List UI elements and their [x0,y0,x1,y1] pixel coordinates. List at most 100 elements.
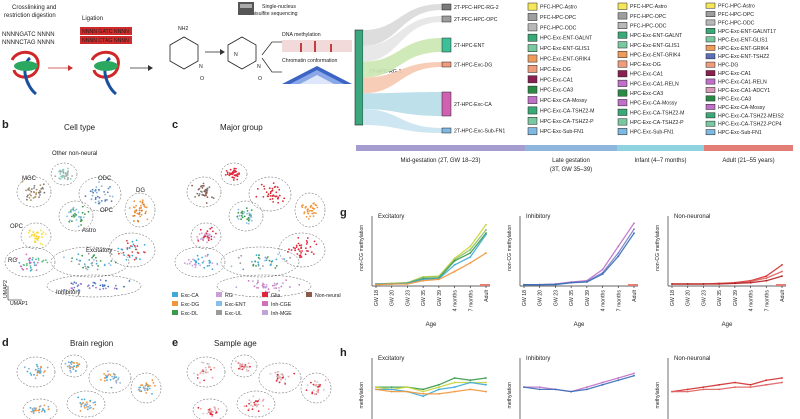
umap-point [33,264,36,266]
series-point [765,277,768,279]
label-dg: DG [136,188,145,194]
umap-point [107,370,109,373]
umap-point [83,213,86,216]
umap-point [31,407,34,410]
series-point [617,379,620,382]
umap-point [311,392,314,395]
chart-tick-label: GW 23 [405,290,411,306]
umap-point [135,239,138,242]
sankey-node-l3 [617,108,628,116]
chart-y-label: non-CG methylation [507,225,513,271]
umap-point [204,366,207,369]
umap-point [241,368,244,371]
umap-point [239,262,242,265]
umap-point [187,258,190,261]
umap-point [140,390,143,392]
series-point [469,248,472,251]
sankey-label-l2: HPC-Exc-CA-TSHZ2-P [540,119,594,125]
sankey-label-l4: HPC-Exc-ENT-TSHZ2 [718,54,769,60]
umap-point [28,187,31,189]
umap-point [42,408,45,410]
umap-point [76,285,79,288]
series-point [749,280,752,283]
umap-point [96,268,99,271]
umap-point [108,262,110,265]
sankey-node-l4 [705,53,716,60]
sankey-node-l1 [441,91,452,117]
umap-point [299,254,302,256]
timeline-label: Late gestation [552,158,590,164]
chart-y-label: methylation [507,382,513,409]
panel-e-title: Sample age [214,339,257,348]
umap-point [237,256,240,259]
umap-point [309,246,312,248]
line-charts: Excitatory non-CG methylation GW 18 GW 20 GW… [359,214,786,419]
umap-point [105,287,107,290]
series-point [781,264,783,266]
series-point [469,379,472,382]
sankey-diagram: 2T-HPC-RG-12T-PFC-HPC-RG-22T-PFC-HPC-OPC… [354,2,793,173]
umap-point [276,371,279,373]
umap-point [265,284,268,286]
chart-tick-label: GW 35 [421,290,427,306]
umap-point [225,170,228,172]
series-point [586,386,588,388]
umap-point [79,217,82,220]
umap-point [68,211,70,214]
sankey-label-l3: HPC-Exc-CA1-RELN [630,81,679,87]
series-point [765,275,768,277]
umap-point [315,383,318,386]
umap-point [98,189,100,192]
umap-point [31,257,34,259]
umap-point [83,398,86,401]
umap-point [203,266,206,269]
umap-point [108,373,110,376]
umap-point [203,233,206,236]
chart-tick-label: GW 20 [390,290,396,306]
umap-point [111,375,113,378]
umap-point [194,266,197,269]
sankey-node-l4 [705,61,716,68]
molecule-o-2: O [258,76,262,82]
series-point [671,283,673,285]
umap-point [69,219,71,222]
umap-point [269,194,272,197]
series-point [734,282,736,285]
umap-point [42,183,45,186]
sankey-node-l4 [705,44,716,51]
umap-point [91,190,94,193]
series-point [453,377,456,379]
umap-point [75,370,77,372]
umap-point [293,372,296,375]
umap-point [209,227,212,230]
umap-cell-type [4,162,156,298]
umap-point [80,283,83,285]
umap-point [200,232,203,235]
molecule-nh2: NH2 [178,26,188,32]
umap-point [311,210,314,212]
umap-point [72,208,74,211]
umap-point [29,372,32,375]
umap-point [73,286,76,289]
legend-label: Inh-CGE [271,302,292,308]
umap-point [36,239,39,242]
cluster-outline [300,372,332,404]
umap-point [306,237,309,239]
sankey-label-l1: 2T-HPC-Exc-Sub-FN1 [454,129,505,135]
umap-point [86,408,89,411]
umap-point [255,265,257,267]
umap-point [226,173,229,176]
sankey-node-l3 [617,99,628,107]
cytosine-molecule-icon [169,36,199,70]
umap-point [146,388,149,391]
series-point [554,388,557,391]
umap-point [148,385,150,387]
umap-point [68,220,71,223]
umap-point [107,285,110,288]
umap-point [37,191,40,194]
umap-point [206,255,209,257]
series-point [617,252,620,254]
umap-point [31,258,34,261]
sankey-label-l3: HPC-Exc-CA3 [630,91,663,97]
